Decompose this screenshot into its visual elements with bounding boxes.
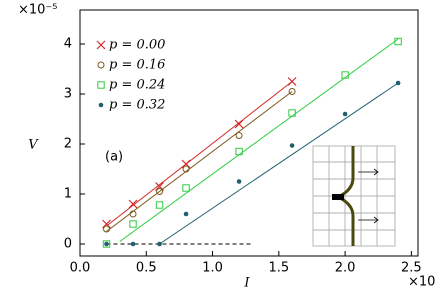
fit-line xyxy=(106,81,293,227)
y-tick-label: 1 xyxy=(64,187,72,202)
y-tick-label: 4 xyxy=(64,37,72,52)
marker xyxy=(288,109,296,117)
x-label: I xyxy=(243,276,250,291)
legend-label: p = 0.32 xyxy=(109,98,165,113)
y-tick-label: 3 xyxy=(64,87,72,102)
x-tick-label: 1.0 xyxy=(202,261,223,276)
marker xyxy=(394,37,402,46)
marker xyxy=(103,225,111,233)
marker xyxy=(157,241,162,247)
marker xyxy=(102,240,111,248)
fit-line xyxy=(159,82,399,245)
marker xyxy=(289,143,295,148)
marker xyxy=(236,179,242,184)
marker xyxy=(181,159,191,169)
x-multiplier: ×10⁻³ xyxy=(408,275,436,290)
marker xyxy=(104,241,109,247)
plot-frame xyxy=(79,9,419,257)
fit-line xyxy=(106,91,293,232)
y-tick-label: 2 xyxy=(64,137,72,152)
x-tick-label: 0.0 xyxy=(70,261,91,276)
marker xyxy=(234,119,244,129)
y-multiplier: ×10⁻⁵ xyxy=(18,3,58,18)
marker xyxy=(129,210,137,218)
marker xyxy=(235,132,243,139)
legend-marker xyxy=(97,61,105,69)
marker xyxy=(129,220,137,228)
marker xyxy=(235,147,243,156)
x-tick-label: 0.5 xyxy=(136,261,157,276)
marker xyxy=(182,165,190,173)
legend-marker xyxy=(97,81,105,89)
marker xyxy=(342,111,348,117)
legend-marker xyxy=(98,102,104,108)
marker xyxy=(128,199,138,209)
marker xyxy=(287,77,297,86)
y-label: V xyxy=(28,138,39,153)
marker xyxy=(395,80,401,86)
legend-label: p = 0.24 xyxy=(109,78,165,93)
fit-line xyxy=(119,38,399,242)
x-tick-label: 2.0 xyxy=(335,261,356,276)
x-tick-label: 2.5 xyxy=(401,261,422,276)
legend-label: p = 0.16 xyxy=(109,58,165,73)
marker xyxy=(156,188,164,195)
annotation: (a) xyxy=(105,150,123,165)
inset xyxy=(312,145,396,247)
marker xyxy=(182,184,190,192)
marker xyxy=(183,211,189,217)
marker xyxy=(102,219,111,229)
marker xyxy=(341,71,349,79)
x-tick-label: 1.5 xyxy=(268,261,289,276)
marker xyxy=(155,201,164,209)
y-tick-label: 0 xyxy=(64,237,72,252)
marker xyxy=(288,88,296,95)
legend-label: p = 0.00 xyxy=(109,38,165,53)
marker xyxy=(130,241,136,247)
legend-marker xyxy=(96,40,106,50)
